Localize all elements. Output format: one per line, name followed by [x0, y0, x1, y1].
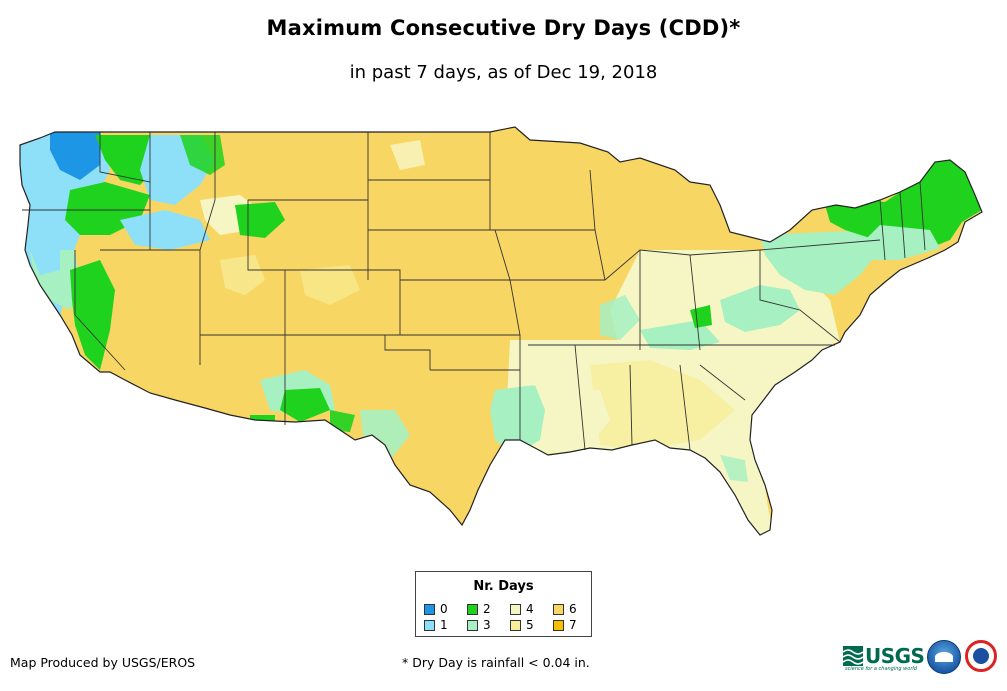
legend-label: 2	[483, 602, 491, 616]
noaa-logo-icon	[927, 640, 961, 674]
legend-swatch	[553, 619, 564, 631]
legend-swatch	[424, 619, 435, 631]
legend-label: 1	[440, 618, 448, 632]
legend-swatch	[424, 603, 435, 615]
legend-item-7: 7	[553, 618, 577, 632]
map-title: Maximum Consecutive Dry Days (CDD)*	[266, 16, 741, 40]
legend-label: 7	[569, 618, 577, 632]
footnote-text: * Dry Day is rainfall < 0.04 in.	[402, 655, 590, 670]
legend-label: 6	[569, 602, 577, 616]
legend-label: 0	[440, 602, 448, 616]
legend-item-6: 6	[553, 602, 577, 616]
nws-logo-icon	[965, 640, 997, 672]
usgs-tagline: science for a changing world	[845, 666, 917, 672]
legend: Nr. Days 0 1 2 3 4 5 6 7	[415, 571, 592, 637]
usgs-wave-icon	[843, 646, 863, 666]
legend-item-3: 3	[467, 618, 491, 632]
legend-swatch	[510, 619, 521, 631]
legend-label: 4	[526, 602, 534, 616]
legend-swatch	[467, 619, 478, 631]
legend-item-5: 5	[510, 618, 534, 632]
legend-label: 3	[483, 618, 491, 632]
legend-label: 5	[526, 618, 534, 632]
credit-text: Map Produced by USGS/EROS	[10, 655, 196, 670]
legend-item-1: 1	[424, 618, 448, 632]
legend-item-4: 4	[510, 602, 534, 616]
agency-logos: USGS science for a changing world	[843, 638, 1003, 680]
legend-swatch	[467, 603, 478, 615]
usgs-wordmark: USGS	[865, 644, 925, 668]
map-subtitle: in past 7 days, as of Dec 19, 2018	[349, 62, 658, 83]
usgs-logo: USGS	[843, 644, 925, 668]
legend-item-0: 0	[424, 602, 448, 616]
legend-swatch	[553, 603, 564, 615]
us-cdd-map	[19, 126, 983, 536]
legend-title: Nr. Days	[473, 579, 534, 594]
legend-swatch	[510, 603, 521, 615]
legend-item-2: 2	[467, 602, 491, 616]
